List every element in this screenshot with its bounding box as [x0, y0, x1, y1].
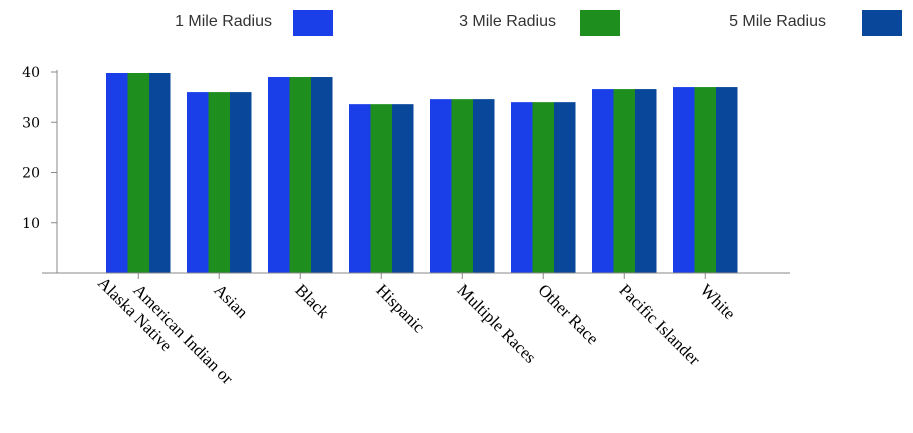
x-tick-label: Pacific Islander: [615, 280, 704, 369]
x-tick-label: Black: [291, 280, 333, 322]
bar: [106, 73, 128, 273]
bar: [532, 102, 554, 274]
legend-swatch: [580, 10, 620, 36]
bar: [635, 89, 657, 274]
bar: [592, 89, 614, 274]
bar: [149, 73, 171, 273]
chart-axes: [42, 70, 790, 279]
bar: [268, 77, 290, 274]
chart-legend: 1 Mile Radius 3 Mile Radius 5 Mile Radius: [175, 10, 902, 36]
bar: [673, 87, 695, 273]
bar: [473, 99, 495, 273]
legend-label: 5 Mile Radius: [729, 13, 826, 30]
y-tick-label: 10: [22, 216, 40, 232]
x-tick-label: White: [696, 280, 739, 323]
legend-swatch: [862, 10, 902, 36]
bar: [230, 92, 252, 273]
bar: [349, 104, 371, 273]
chart-bars: [106, 73, 738, 274]
x-tick-label: American Indian orAlaska Native: [94, 259, 237, 402]
x-tick-label: Other Race: [534, 280, 602, 348]
bar: [289, 77, 311, 274]
bar: [208, 92, 230, 273]
x-tick-label: Hispanic: [372, 280, 428, 336]
bar: [694, 87, 716, 273]
x-tick-label: Multiple Races: [453, 280, 540, 367]
bar: [554, 102, 576, 274]
bar: [187, 92, 209, 273]
legend-swatch: [293, 10, 333, 36]
y-tick-label: 30: [22, 115, 40, 131]
bar: [613, 89, 635, 274]
x-tick-label: Asian: [210, 280, 252, 322]
bar: [127, 73, 149, 273]
y-tick-label: 40: [22, 65, 40, 81]
legend-label: 1 Mile Radius: [175, 13, 272, 30]
bar: [716, 87, 738, 273]
bar: [392, 104, 414, 273]
bar: [451, 99, 473, 273]
bar: [370, 104, 392, 273]
bar: [430, 99, 452, 273]
bar: [511, 102, 533, 274]
bar: [311, 77, 333, 274]
y-tick-label: 20: [22, 166, 40, 182]
legend-label: 3 Mile Radius: [459, 13, 556, 30]
